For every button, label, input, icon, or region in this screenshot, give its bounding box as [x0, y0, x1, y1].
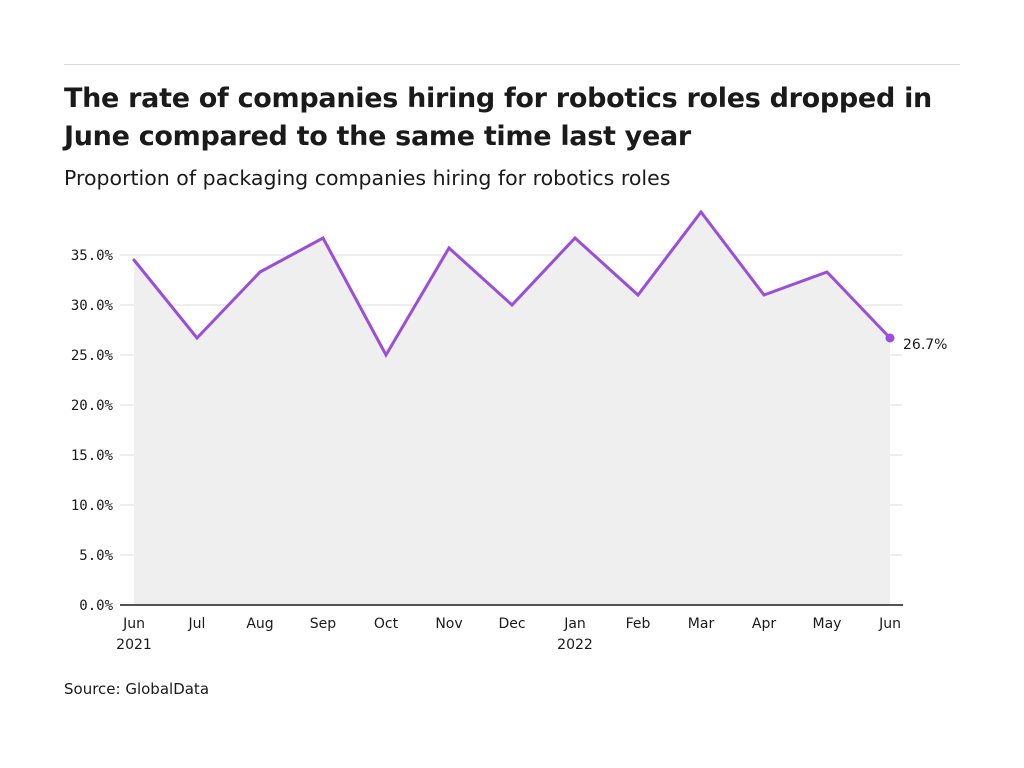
y-tick-label: 20.0%: [71, 398, 114, 414]
end-point-marker: [885, 333, 895, 343]
x-tick-label: Jan: [563, 616, 586, 632]
x-tick-label: Jul: [188, 616, 206, 632]
top-divider: [64, 64, 960, 65]
x-tick-label: Jun: [122, 616, 145, 632]
y-tick-label: 30.0%: [71, 298, 114, 314]
series-line-layer: [132, 209, 895, 359]
series-line: [132, 209, 892, 359]
x-tick-label: Mar: [688, 616, 715, 632]
x-tick-label: Oct: [374, 616, 399, 632]
chart-subtitle: Proportion of packaging companies hiring…: [64, 166, 671, 190]
y-tick-labels: 0.0% 5.0% 10.0% 15.0% 20.0% 25.0% 30.0% 35.0%: [71, 248, 114, 614]
series-area: [134, 212, 890, 605]
y-tick-label: 35.0%: [71, 248, 114, 264]
y-tick-label: 10.0%: [71, 498, 114, 514]
x-tick-label: Apr: [752, 616, 776, 632]
chart-title: The rate of companies hiring for robotic…: [64, 83, 932, 152]
y-tick-label: 25.0%: [71, 348, 114, 364]
y-tick-label: 5.0%: [79, 548, 113, 564]
source-note: Source: GlobalData: [64, 680, 210, 698]
data-labels: 26.7%: [903, 337, 947, 353]
x-tick-sublabel: 2021: [116, 637, 152, 653]
x-tick-label: Jun: [878, 616, 901, 632]
y-tick-label: 0.0%: [79, 598, 113, 614]
x-tick-label: May: [813, 616, 842, 632]
x-tick-label: Aug: [246, 616, 273, 632]
area-fill-layer: [134, 212, 890, 605]
y-tick-label: 15.0%: [71, 448, 114, 464]
x-tick-label: Sep: [310, 616, 337, 632]
x-tick-label: Nov: [435, 616, 462, 632]
end-value-label: 26.7%: [903, 337, 947, 353]
x-tick-label: Feb: [626, 616, 651, 632]
x-tick-label: Dec: [498, 616, 525, 632]
x-tick-labels: Jun 2021 Jul Aug Sep Oct Nov Dec Jan 2022 Feb Mar Ap…: [116, 616, 901, 653]
x-tick-sublabel: 2022: [557, 637, 593, 653]
